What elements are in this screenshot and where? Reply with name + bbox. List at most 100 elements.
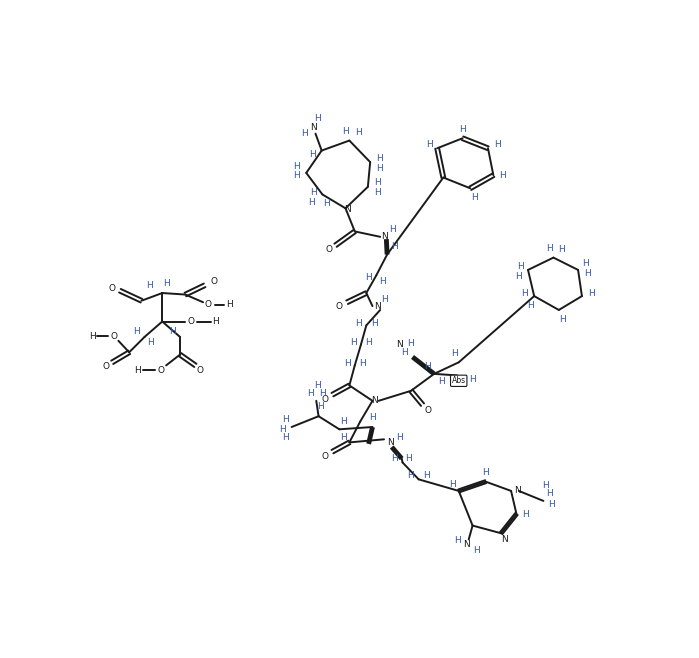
- Text: H: H: [134, 327, 140, 336]
- Text: H: H: [350, 338, 356, 347]
- Text: H: H: [389, 226, 396, 234]
- Text: H: H: [401, 348, 408, 357]
- Text: O: O: [322, 452, 329, 461]
- Text: H: H: [391, 454, 398, 463]
- Text: O: O: [187, 317, 194, 326]
- Text: H: H: [382, 295, 388, 305]
- Text: H: H: [582, 259, 589, 268]
- Text: H: H: [307, 389, 313, 397]
- Text: H: H: [396, 433, 403, 442]
- Text: H: H: [459, 124, 466, 134]
- Text: Abs: Abs: [452, 376, 466, 386]
- Text: H: H: [169, 327, 175, 336]
- Text: O: O: [103, 363, 110, 371]
- Text: H: H: [301, 129, 308, 138]
- Text: N: N: [344, 205, 350, 215]
- Text: H: H: [293, 172, 300, 180]
- Text: H: H: [282, 415, 289, 424]
- Text: H: H: [546, 244, 553, 253]
- Text: O: O: [322, 395, 329, 404]
- Text: H: H: [408, 339, 415, 347]
- Text: H: H: [308, 197, 315, 207]
- Text: H: H: [482, 468, 489, 477]
- Text: H: H: [310, 188, 317, 197]
- Text: H: H: [391, 242, 398, 251]
- Text: N: N: [370, 396, 377, 405]
- Text: H: H: [212, 317, 219, 326]
- Text: O: O: [210, 277, 217, 286]
- Text: H: H: [293, 163, 300, 171]
- Text: N: N: [514, 486, 521, 495]
- Text: H: H: [438, 377, 445, 386]
- Text: H: H: [147, 338, 154, 347]
- Text: H: H: [452, 349, 459, 357]
- Text: H: H: [379, 277, 386, 286]
- Text: H: H: [226, 300, 233, 309]
- Text: O: O: [109, 284, 116, 293]
- Text: H: H: [355, 128, 362, 138]
- Text: H: H: [588, 290, 595, 298]
- Text: O: O: [157, 366, 164, 374]
- Text: H: H: [527, 301, 534, 310]
- Text: N: N: [387, 438, 394, 447]
- Text: H: H: [359, 359, 366, 368]
- Text: H: H: [323, 199, 330, 208]
- Text: H: H: [423, 471, 430, 480]
- Text: H: H: [494, 140, 500, 149]
- Text: H: H: [146, 281, 152, 290]
- Text: O: O: [424, 405, 431, 415]
- Text: H: H: [424, 362, 431, 370]
- Text: H: H: [315, 114, 321, 123]
- Text: H: H: [317, 403, 324, 411]
- Text: H: H: [405, 454, 412, 463]
- Text: N: N: [463, 540, 470, 549]
- Text: H: H: [344, 359, 350, 368]
- Text: H: H: [374, 178, 380, 188]
- Text: H: H: [449, 480, 456, 490]
- Text: H: H: [282, 433, 289, 442]
- Text: N: N: [396, 340, 403, 349]
- Text: H: H: [546, 489, 553, 497]
- Text: H: H: [342, 127, 349, 136]
- Text: H: H: [134, 366, 141, 374]
- Text: H: H: [426, 140, 433, 149]
- Text: H: H: [340, 432, 347, 442]
- Text: H: H: [548, 500, 554, 509]
- Text: O: O: [196, 366, 203, 374]
- Text: O: O: [336, 303, 343, 311]
- Text: H: H: [499, 170, 506, 180]
- Text: N: N: [382, 232, 388, 241]
- Text: H: H: [355, 319, 362, 328]
- Text: H: H: [473, 547, 480, 555]
- Text: H: H: [163, 278, 169, 288]
- Text: H: H: [517, 262, 524, 270]
- Text: H: H: [319, 389, 326, 397]
- Text: N: N: [374, 301, 380, 311]
- Text: H: H: [470, 193, 477, 202]
- Text: H: H: [279, 425, 286, 434]
- Text: H: H: [454, 536, 461, 545]
- Text: H: H: [370, 319, 377, 328]
- Text: H: H: [515, 272, 522, 280]
- Text: H: H: [522, 509, 529, 519]
- Text: H: H: [558, 245, 565, 255]
- Text: H: H: [469, 375, 476, 384]
- Text: H: H: [374, 188, 380, 197]
- Text: H: H: [376, 154, 383, 163]
- Text: H: H: [366, 273, 372, 282]
- Text: H: H: [408, 471, 415, 480]
- Text: H: H: [376, 164, 383, 173]
- Text: H: H: [315, 381, 321, 390]
- Text: O: O: [205, 300, 212, 309]
- Text: H: H: [309, 150, 316, 159]
- Text: H: H: [366, 338, 372, 347]
- Text: H: H: [521, 290, 528, 298]
- Text: O: O: [110, 332, 117, 341]
- Text: H: H: [89, 332, 96, 341]
- Text: N: N: [502, 535, 508, 544]
- Text: H: H: [584, 269, 591, 278]
- Text: H: H: [340, 417, 347, 426]
- Text: H: H: [559, 315, 566, 324]
- Text: H: H: [542, 481, 549, 490]
- Text: N: N: [310, 123, 317, 132]
